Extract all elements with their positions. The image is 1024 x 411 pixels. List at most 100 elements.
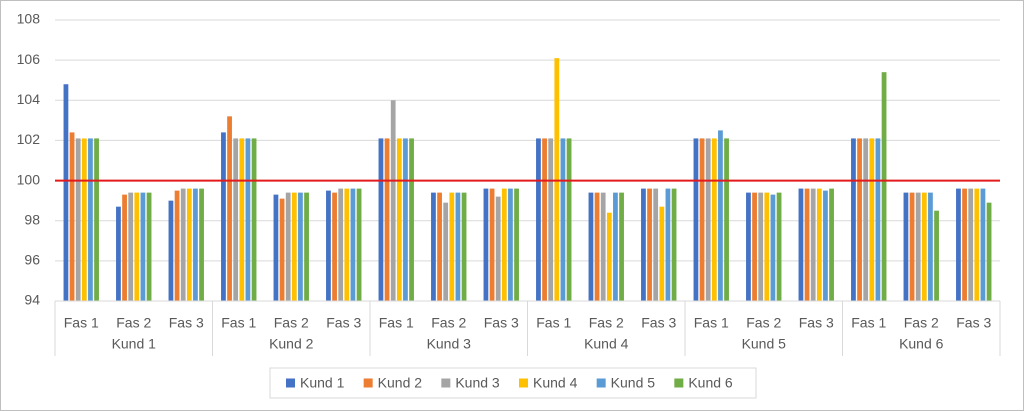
bar [251,138,257,301]
bar [63,84,69,301]
legend-swatch [286,378,295,388]
bar [140,192,146,301]
bar [122,194,127,301]
x-tick-label: Fas 1 [379,315,414,331]
bar [851,138,856,301]
bar [116,206,121,301]
y-tick-label: 100 [17,171,41,187]
bar [455,192,461,301]
bar [816,188,822,301]
bar [326,190,331,301]
bar [881,72,887,301]
x-tick-label: Fas 1 [536,315,571,331]
bar [233,138,239,301]
bar [829,188,834,301]
x-tick-label: Fas 1 [851,315,886,331]
x-tick-label: Fas 3 [799,315,834,331]
legend-swatch [441,378,451,388]
bar [221,132,226,301]
bar [968,188,974,301]
bar [174,190,180,301]
group-label: Kund 4 [584,336,629,352]
legend-label: Kund 3 [455,375,500,391]
bar [915,192,921,301]
bar [239,138,245,301]
y-tick-label: 98 [24,211,40,227]
bar [857,138,862,301]
bar [245,138,251,301]
bar [536,138,541,301]
bar [384,138,390,301]
x-tick-label: Fas 3 [956,315,991,331]
legend-label: Kund 2 [378,375,423,391]
y-tick-label: 108 [17,11,41,27]
y-tick-label: 106 [17,51,41,67]
y-tick-label: 96 [24,252,40,268]
x-tick-label: Fas 2 [274,315,309,331]
bar [128,192,134,301]
bar [653,188,659,301]
bar [980,188,986,301]
bar [350,188,356,301]
bar [508,188,513,301]
legend-label: Kund 1 [300,375,345,391]
group-label: Kund 6 [899,336,944,352]
bar [409,138,414,301]
bar [180,188,186,301]
x-tick-label: Fas 3 [641,315,676,331]
bar [168,200,174,301]
bar [869,138,875,301]
legend-swatch [674,378,684,388]
bar [823,190,828,301]
y-tick-label: 94 [24,292,40,308]
bar [956,188,961,301]
bar [962,188,967,301]
bar [483,188,489,301]
bar [94,138,99,301]
x-tick-label: Fas 1 [694,315,729,331]
bar [752,192,757,301]
bar [273,194,279,301]
bar [606,212,612,301]
bar [199,188,204,301]
bar [134,192,140,301]
bar [934,210,939,301]
legend-label: Kund 4 [533,375,578,391]
x-tick-label: Fas 3 [326,315,361,331]
bar [588,192,594,301]
bar [594,192,600,301]
group-label: Kund 5 [742,336,787,352]
bar [724,138,729,301]
group-label: Kund 1 [112,336,157,352]
bar [461,192,467,301]
x-tick-label: Fas 3 [484,315,519,331]
legend-swatch [363,378,373,388]
x-tick-label: Fas 2 [589,315,624,331]
bar [489,188,495,301]
bar [705,138,711,301]
x-tick-label: Fas 2 [116,315,151,331]
x-tick-label: Fas 3 [169,315,204,331]
bar [403,138,408,301]
bar [659,206,665,301]
bar [514,188,519,301]
bar [396,138,402,301]
bar [776,192,782,301]
bar [146,192,152,301]
bar [81,138,87,301]
bar [279,198,285,301]
bar [449,192,455,301]
x-tick-label: Fas 2 [746,315,781,331]
bar [600,192,606,301]
bar [986,202,992,301]
bar [298,192,303,301]
x-tick-label: Fas 1 [64,315,99,331]
bar [718,130,723,301]
bar [647,188,652,301]
bar [193,188,198,301]
bar [285,192,291,301]
bar [613,192,618,301]
bar [671,188,677,301]
x-tick-label: Fas 2 [904,315,939,331]
